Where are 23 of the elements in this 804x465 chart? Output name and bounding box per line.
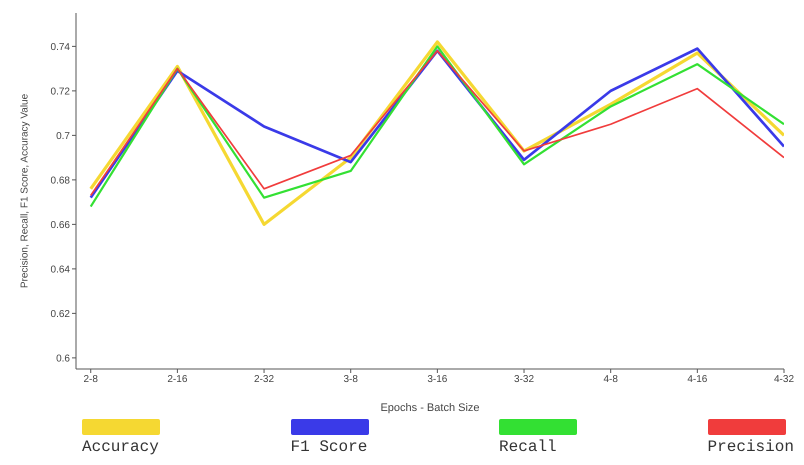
legend-label: Recall bbox=[499, 438, 557, 456]
y-tick-label: 0.68 bbox=[50, 175, 70, 186]
legend-label: Precision bbox=[708, 438, 794, 456]
y-tick-label: 0.66 bbox=[50, 220, 70, 231]
x-tick-label: 2-32 bbox=[254, 374, 274, 386]
y-tick-label: 0.74 bbox=[50, 42, 70, 53]
y-tick-label: 0.6 bbox=[56, 353, 70, 364]
x-tick-label: 4-16 bbox=[687, 374, 708, 386]
y-tick-label: 0.7 bbox=[56, 130, 70, 142]
x-axis-title: Epochs - Batch Size bbox=[380, 402, 480, 414]
x-tick-label: 3-16 bbox=[427, 374, 448, 386]
y-tick-label: 0.64 bbox=[50, 264, 70, 276]
legend-label: F1 Score bbox=[290, 438, 368, 456]
x-tick-label: 4-8 bbox=[603, 374, 618, 386]
x-tick-label: 2-16 bbox=[167, 374, 188, 386]
y-tick-label: 0.62 bbox=[50, 308, 70, 320]
x-tick-label: 3-8 bbox=[343, 374, 358, 386]
y-axis-title: Precision, Recall, F1 Score, Accuracy Value bbox=[20, 93, 31, 288]
x-tick-label: 4-32 bbox=[774, 374, 794, 386]
legend-label: Accuracy bbox=[82, 438, 159, 456]
y-tick-label: 0.72 bbox=[50, 86, 70, 98]
x-tick-label: 2-8 bbox=[84, 374, 98, 386]
x-tick-label: 3-32 bbox=[514, 374, 534, 386]
